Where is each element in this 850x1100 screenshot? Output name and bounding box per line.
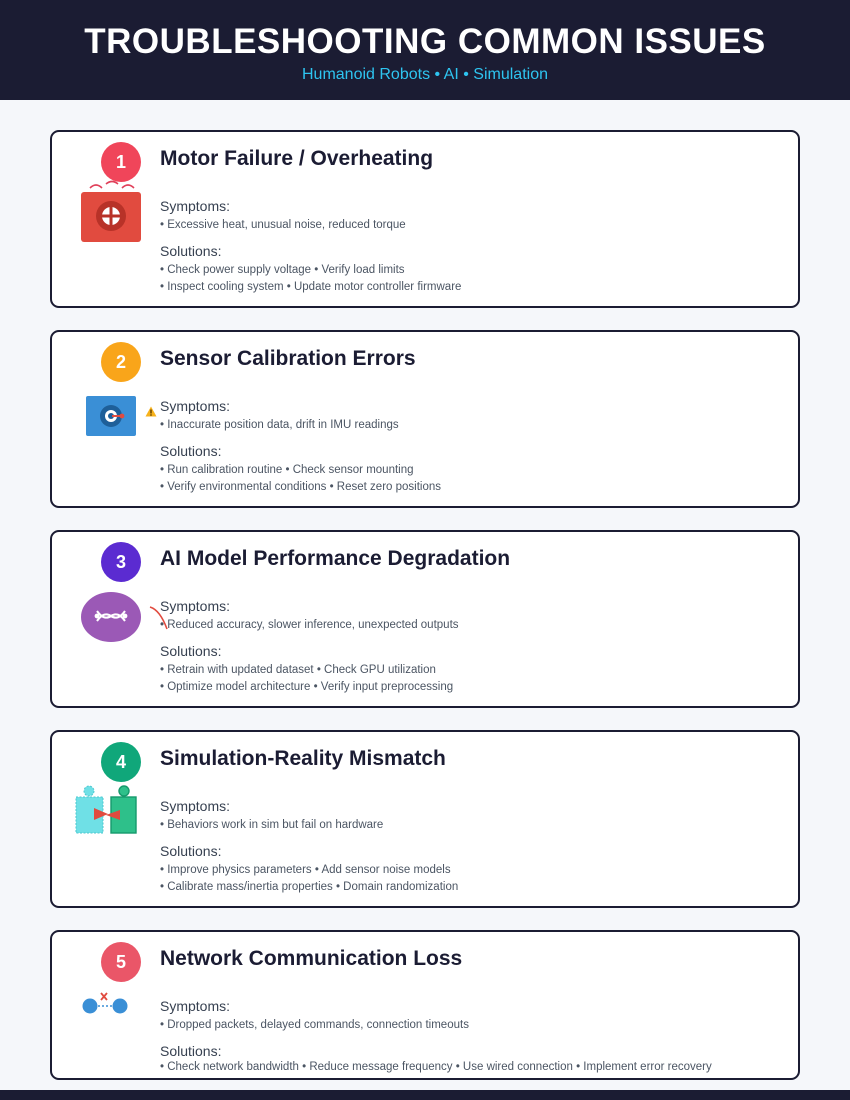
issue-card-ai-model: 3 AI Model Performance Degradation Sympt…: [50, 530, 800, 708]
solutions-line: • Improve physics parameters • Add senso…: [160, 864, 451, 876]
decline-arrow-icon: [149, 606, 168, 630]
issue-number-badge: 1: [101, 142, 141, 182]
symptoms-text: • Behaviors work in sim but fail on hard…: [160, 819, 384, 831]
solutions-line: • Retrain with updated dataset • Check G…: [160, 664, 436, 676]
symptoms-label: Symptoms:: [160, 798, 231, 814]
issue-number-badge: 4: [101, 742, 141, 782]
solutions-line: • Verify environmental conditions • Rese…: [160, 481, 441, 493]
symptoms-text: • Reduced accuracy, slower inference, un…: [160, 619, 459, 631]
solutions-line: • Check power supply voltage • Verify lo…: [160, 264, 405, 276]
solutions-label: Solutions:: [160, 843, 222, 859]
symptoms-text: • Dropped packets, delayed commands, con…: [160, 1019, 469, 1031]
sim-real-robot-icon: [75, 785, 137, 834]
issue-title: AI Model Performance Degradation: [160, 547, 511, 570]
symptoms-label: Symptoms:: [160, 198, 231, 214]
issue-title: Network Communication Loss: [160, 947, 463, 970]
issue-card-network: 5 Network Communication Loss Symptoms: •…: [50, 930, 800, 1080]
warning-icon: [145, 406, 157, 417]
symptoms-text: • Excessive heat, unusual noise, reduced…: [160, 219, 406, 231]
issue-title: Sensor Calibration Errors: [160, 347, 416, 370]
broken-link-icon: [82, 992, 128, 1014]
solutions-line: • Calibrate mass/inertia properties • Do…: [160, 881, 459, 893]
issue-number-badge: 2: [101, 342, 141, 382]
solutions-label: Solutions:: [160, 243, 222, 259]
solutions-label: Solutions:: [160, 643, 222, 659]
symptoms-label: Symptoms:: [160, 398, 231, 414]
symptoms-label: Symptoms:: [160, 998, 231, 1014]
symptoms-label: Symptoms:: [160, 598, 231, 614]
solutions-line: • Optimize model architecture • Verify i…: [160, 681, 454, 693]
issue-card-sensor: 2 Sensor Calibration Errors Symptoms: • …: [50, 330, 800, 508]
issue-title: Motor Failure / Overheating: [160, 147, 434, 170]
solutions-label: Solutions:: [160, 1043, 222, 1059]
motor-icon: [81, 180, 141, 242]
header: TROUBLESHOOTING COMMON ISSUES Humanoid R…: [0, 0, 850, 100]
issue-title: Simulation-Reality Mismatch: [160, 747, 446, 770]
solutions-label: Solutions:: [160, 443, 222, 459]
page-subtitle: Humanoid Robots • AI • Simulation: [302, 66, 548, 83]
issue-number-badge: 3: [101, 542, 141, 582]
symptoms-text: • Inaccurate position data, drift in IMU…: [160, 419, 399, 431]
solutions-line: • Check network bandwidth • Reduce messa…: [160, 1061, 712, 1073]
issue-card-motor: 1 Motor Failure / Overheating Symptoms: …: [50, 130, 800, 308]
footer-bar: [0, 1090, 850, 1100]
issue-number-badge: 5: [101, 942, 141, 982]
solutions-line: • Run calibration routine • Check sensor…: [160, 464, 414, 476]
neural-network-icon: [81, 592, 141, 642]
solutions-line: • Inspect cooling system • Update motor …: [160, 281, 462, 293]
sensor-icon: [86, 396, 136, 436]
issue-card-sim-reality: 4 Simulation-Reality Mismatch Symptoms: …: [50, 730, 800, 908]
page-title: TROUBLESHOOTING COMMON ISSUES: [84, 22, 766, 61]
